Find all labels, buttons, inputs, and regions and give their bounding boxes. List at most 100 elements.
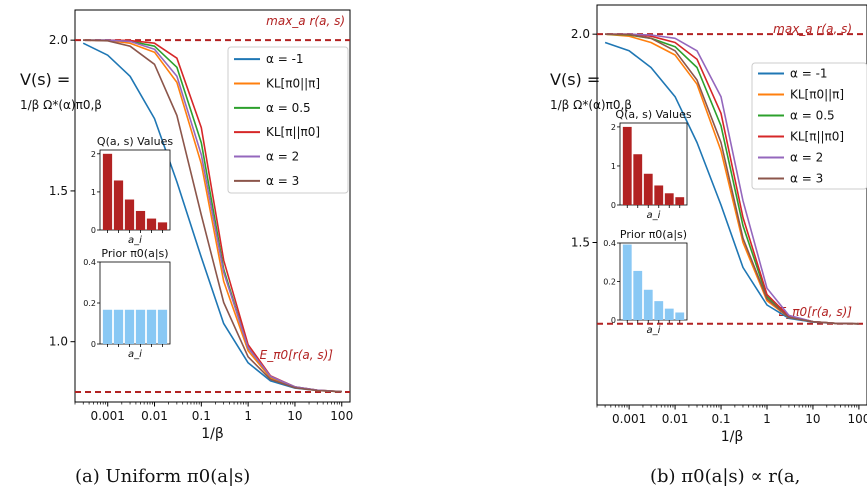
legend-box [227,46,349,194]
inset-y-tick-label: 0.4 [83,258,96,267]
y-axis-label-line1: V(s) = [20,70,70,89]
y-tick-label: 1.0 [49,335,68,349]
inset-y-tick-label: 0.2 [83,299,96,308]
x-tick-label: 1 [763,412,771,426]
legend-entry: α = 0.5 [790,109,835,123]
x-tick-label: 100 [847,412,867,426]
inset-y-tick-label: 0.2 [603,278,616,287]
x-axis-label: 1/β [721,429,744,445]
inset-bar [622,244,632,320]
inset-q-values: Q(a, s) Values 0 1 2 a_i [91,135,173,246]
inset-bar [664,308,674,320]
legend: α = -1 KL[π0||π] α = 0.5 KL[π||π0] α = 2 α = … [751,62,867,190]
inset-bar [157,222,168,230]
legend-entry: KL[π0||π] [266,77,320,91]
inset-y-tick-label: 1 [91,188,96,197]
inset-bar [654,185,664,205]
inset-prior: Prior π0(a|s) 0 0.2 0.4 a_i [83,247,171,360]
x-tick-label: 0.001 [612,412,646,426]
inset-bar [124,199,135,230]
inset-bar [675,312,685,320]
x-axis-label: 1/β [201,426,224,442]
x-tick-label: 100 [330,409,353,423]
inset-bar [664,193,674,205]
inset-bar [654,301,664,320]
x-minor-ticks [74,402,340,405]
y-tick-label: 1.5 [571,236,590,250]
inset-title: Q(a, s) Values [97,135,173,148]
legend: α = -1 KL[π0||π] α = 0.5 KL[π||π0] α = 2 α = … [227,46,349,194]
y-axis-label-line1: V(s) = [550,70,600,89]
plot-frame [74,9,351,403]
inset-q-values: Q(a, s) Values 0 1 2 a_i [611,108,692,221]
inset-bar [643,289,653,320]
y-tick-label: 1.5 [49,184,68,198]
x-tick-label: 10 [805,412,820,426]
x-tick-label: 0.01 [141,409,168,423]
inset-bar [135,309,146,344]
x-minor-ticks [596,405,858,408]
legend-entry: KL[π||π0] [790,130,844,144]
inset-bar [146,218,157,230]
inset-y-tick-label: 1 [611,162,616,171]
x-tick-label: 0.1 [711,412,730,426]
legend-entry: α = 0.5 [266,101,311,115]
caption-b: (b) π0(a|s) ∝ r(a, [650,466,800,487]
inset-x-label: a_i [128,349,142,360]
inset-title: Prior π0(a|s) [101,247,168,260]
y-axis-label-line2: 1/β Ω*(α)π0,β [550,98,632,112]
legend-entry: α = -1 [790,67,828,81]
x-tick-label: 0.001 [91,409,125,423]
inset-bar [102,153,113,230]
inset-y-tick-label: 0.4 [603,239,616,248]
x-tick-label: 0.1 [192,409,211,423]
legend-entry: KL[π0||π] [790,88,844,102]
legend-entry: α = 3 [790,172,823,186]
x-tick-label: 10 [287,409,302,423]
caption-a: (a) Uniform π0(a|s) [75,466,250,487]
inset-bar [622,126,632,205]
legend-entry: α = -1 [266,52,304,66]
inset-y-tick-label: 0 [611,316,616,325]
series-line-5 [605,33,859,325]
inset-bar [675,197,685,205]
inset-bar [135,210,146,230]
inset-title: Q(a, s) Values [615,108,691,121]
inset-y-tick-label: 2 [91,150,96,159]
inset-x-label: a_i [128,235,142,246]
max-reward-label: max_a r(a, s) [773,22,852,36]
inset-title: Prior π0(a|s) [620,228,687,241]
inset-y-tick-label: 0 [91,340,96,349]
inset-y-tick-label: 0 [611,201,616,210]
inset-bar [643,173,653,205]
legend-entry: α = 3 [266,174,299,188]
legend-box [751,62,867,190]
legend-entry: α = 2 [790,151,823,165]
legend-entry: KL[π||π0] [266,125,320,139]
y-axis-label-line2: 1/β Ω*(α)π0,β [20,98,102,112]
inset-y-tick-label: 0 [91,226,96,235]
series-line-5 [83,39,342,393]
inset-bar [633,154,643,205]
inset-bar [113,309,124,344]
x-tick-label: 0.01 [662,412,689,426]
inset-bar [146,309,157,344]
inset-bar [113,180,124,230]
plot-frame [596,4,867,406]
y-tick-label: 2.0 [49,33,68,47]
inset-bar [157,309,168,344]
expected-reward-label: E_π0[r(a, s)] [260,348,334,362]
inset-bar [124,309,135,344]
expected-reward-label: E_π0[r(a, s)] [779,305,853,319]
y-tick-label: 2.0 [571,27,590,41]
inset-bar [102,309,113,344]
max-reward-label: max_a r(a, s) [266,14,345,28]
inset-y-tick-label: 2 [611,123,616,132]
inset-x-label: a_i [647,210,661,221]
inset-prior: Prior π0(a|s) 0 0.2 0.4 a_i [603,228,688,336]
x-tick-label: 1 [244,409,252,423]
inset-x-label: a_i [647,325,661,336]
